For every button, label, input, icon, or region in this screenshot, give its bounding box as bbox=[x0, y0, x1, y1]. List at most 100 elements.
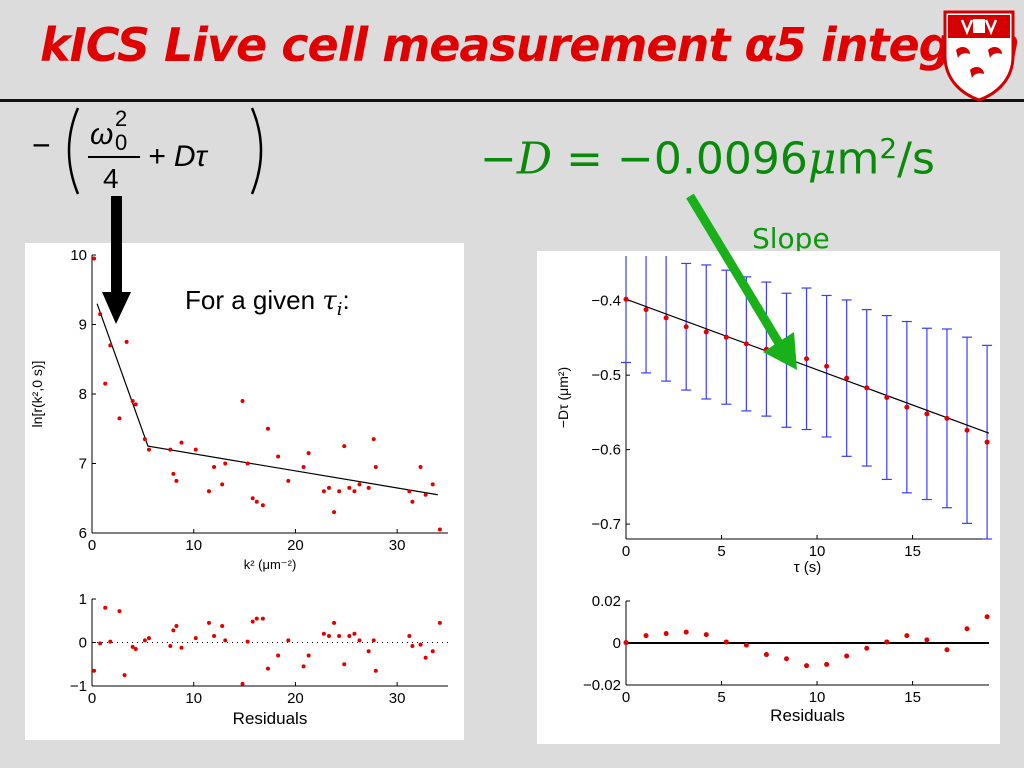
x-tick-label: 0 bbox=[88, 690, 96, 707]
data-point bbox=[357, 638, 362, 643]
data-point bbox=[146, 447, 151, 452]
data-point bbox=[171, 471, 176, 476]
data-point bbox=[321, 631, 326, 636]
data-point bbox=[206, 489, 211, 494]
data-point bbox=[763, 346, 769, 352]
data-point bbox=[332, 620, 337, 625]
data-point bbox=[366, 485, 371, 490]
chart-lnr: 0 10 20 30 6 7 8 9 10 k² (μm⁻²) ln[r(k²,0 s)] bbox=[29, 247, 448, 572]
data-point bbox=[984, 439, 990, 445]
formula-denominator: 4 bbox=[103, 163, 119, 194]
left-paren bbox=[67, 107, 80, 195]
data-point bbox=[179, 645, 184, 650]
data-point bbox=[663, 631, 669, 637]
data-point bbox=[276, 454, 281, 459]
y-tick-label: 7 bbox=[79, 456, 87, 473]
data-point bbox=[286, 478, 291, 483]
data-point bbox=[824, 363, 830, 369]
data-point bbox=[723, 334, 729, 340]
right-paren bbox=[250, 107, 263, 195]
formula-right: −D = −0.0096μm2/s bbox=[480, 132, 935, 185]
data-point bbox=[240, 681, 245, 686]
data-point bbox=[250, 496, 255, 501]
data-point bbox=[306, 451, 311, 456]
formula-right-lhs: −D bbox=[480, 133, 553, 185]
data-point bbox=[286, 638, 291, 643]
data-point bbox=[174, 623, 179, 628]
given-tau: τ bbox=[322, 286, 337, 316]
data-point bbox=[212, 464, 217, 469]
data-point bbox=[326, 633, 331, 638]
data-point bbox=[254, 499, 259, 504]
data-point bbox=[117, 609, 122, 614]
x-tick-label: 15 bbox=[904, 543, 921, 560]
data-point bbox=[142, 437, 147, 442]
data-point bbox=[342, 444, 347, 449]
x-tick-label: 0 bbox=[88, 537, 96, 554]
data-point bbox=[884, 639, 890, 645]
y-axis-label: ln[r(k²,0 s)] bbox=[29, 361, 45, 428]
y-tick-label: 6 bbox=[79, 525, 87, 542]
data-point bbox=[212, 633, 217, 638]
data-point bbox=[430, 649, 435, 654]
x-tick-label: 5 bbox=[717, 543, 725, 560]
data-point bbox=[133, 402, 138, 407]
data-point bbox=[142, 638, 147, 643]
formula-right-sup: 2 bbox=[879, 132, 898, 165]
x-axis-label: Residuals bbox=[233, 709, 308, 728]
slide-title-text: kICS Live cell measurement α5 integrin bbox=[40, 18, 1020, 72]
x-tick-label: 0 bbox=[622, 543, 630, 560]
x-tick-label: 5 bbox=[717, 689, 725, 706]
formula-right-tail: /s bbox=[897, 133, 935, 185]
data-point bbox=[824, 661, 830, 667]
data-point bbox=[124, 339, 129, 344]
y-tick-label: 0 bbox=[79, 635, 87, 652]
data-point bbox=[643, 307, 649, 313]
data-point bbox=[146, 636, 151, 641]
y-tick-label: 9 bbox=[79, 317, 87, 334]
data-point bbox=[206, 620, 211, 625]
data-point bbox=[108, 343, 113, 348]
data-point bbox=[623, 296, 629, 302]
data-point bbox=[407, 633, 412, 638]
data-point bbox=[410, 499, 415, 504]
data-point bbox=[342, 662, 347, 667]
x-tick-label: 10 bbox=[809, 689, 826, 706]
data-point bbox=[332, 510, 337, 515]
x-axis-label: k² (μm⁻²) bbox=[244, 557, 297, 572]
right-chart-panel: 0 5 10 15 −0.4 −0.5 −0.6 −0.7 τ (s) −Dτ (μm²) 0 5 10… bbox=[537, 251, 1000, 744]
data-point bbox=[407, 489, 412, 494]
data-point bbox=[103, 605, 108, 610]
data-point bbox=[964, 427, 970, 433]
data-point bbox=[337, 633, 342, 638]
y-axis-label: −Dτ (μm²) bbox=[555, 367, 571, 428]
data-point bbox=[371, 437, 376, 442]
data-point bbox=[301, 464, 306, 469]
y-tick-label: 1 bbox=[79, 591, 87, 608]
data-point bbox=[220, 482, 225, 487]
y-tick-label: 0.02 bbox=[592, 593, 621, 610]
slide-title: kICS Live cell measurement α5 integrin bbox=[40, 18, 1020, 72]
data-point bbox=[240, 398, 245, 403]
data-point bbox=[373, 668, 378, 673]
data-point bbox=[418, 642, 423, 647]
data-point bbox=[337, 489, 342, 494]
data-point bbox=[944, 415, 950, 421]
data-point bbox=[171, 628, 176, 633]
y-tick-label: −0.4 bbox=[591, 293, 621, 310]
data-point bbox=[683, 324, 689, 330]
data-point bbox=[964, 626, 970, 632]
data-point bbox=[306, 653, 311, 658]
data-point bbox=[326, 485, 331, 490]
data-point bbox=[373, 464, 378, 469]
y-tick-label: −0.7 bbox=[591, 516, 621, 533]
title-divider bbox=[0, 99, 1024, 102]
y-tick-label: 8 bbox=[79, 386, 87, 403]
y-tick-label: −0.02 bbox=[583, 677, 621, 694]
data-point bbox=[418, 464, 423, 469]
formula-right-mu: μ bbox=[807, 133, 837, 185]
data-point bbox=[783, 656, 789, 662]
data-point bbox=[352, 631, 357, 636]
data-point bbox=[743, 341, 749, 347]
